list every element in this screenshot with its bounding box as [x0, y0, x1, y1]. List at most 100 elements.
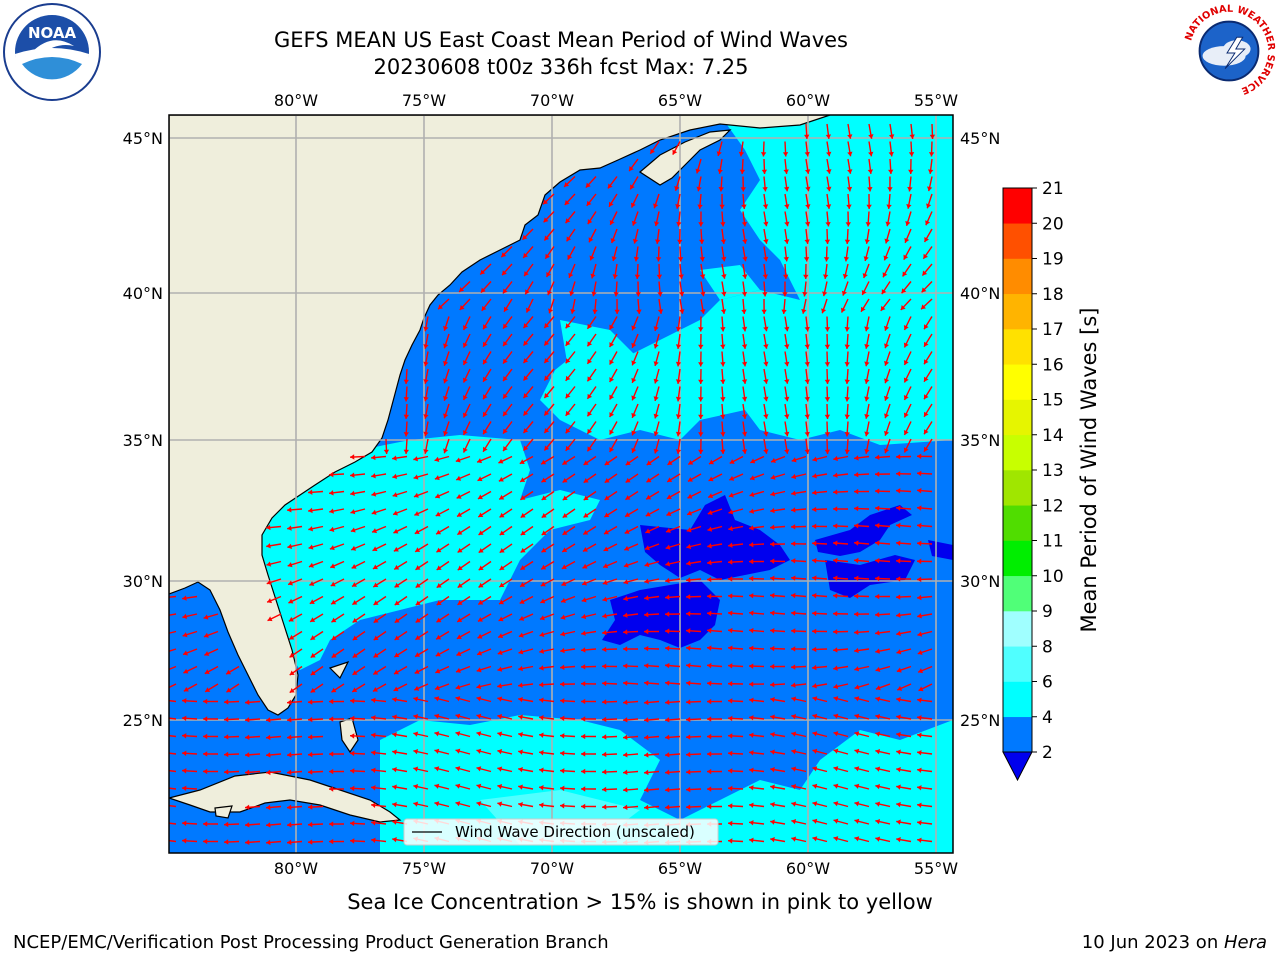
direction-arrowhead	[864, 239, 870, 244]
direction-arrowhead	[503, 358, 508, 364]
direction-arrowhead	[686, 680, 691, 686]
direction-arrowhead	[331, 635, 337, 640]
legend-label: Wind Wave Direction (unscaled)	[455, 823, 695, 841]
direction-arrowhead	[678, 291, 685, 297]
direction-arrowhead	[749, 697, 754, 703]
direction-arrowhead	[565, 393, 571, 399]
direction-arrowhead	[784, 221, 790, 227]
direction-arrowhead	[560, 803, 565, 809]
direction-arrowhead	[812, 473, 817, 479]
direction-arrowhead	[770, 767, 775, 773]
direction-arrowhead	[791, 610, 796, 616]
direction-arrowhead	[462, 342, 468, 348]
direction-arrowhead	[686, 804, 691, 810]
direction-arrowhead	[182, 595, 187, 601]
direction-arrowhead	[888, 169, 894, 174]
direction-arrowhead	[633, 256, 640, 262]
lon-tick-label: 70°W	[530, 91, 574, 110]
direction-arrowhead	[373, 652, 379, 658]
direction-arrowhead	[457, 600, 463, 605]
direction-arrowhead	[875, 522, 880, 529]
direction-arrowhead	[503, 323, 508, 329]
lat-tick-label: 25°N	[960, 711, 1000, 730]
direction-arrowhead	[917, 613, 922, 619]
direction-arrowhead	[903, 430, 909, 436]
direction-arrowhead	[245, 822, 250, 828]
direction-arrowhead	[665, 717, 670, 723]
direction-arrowhead	[908, 169, 914, 174]
direction-arrowhead	[654, 239, 661, 244]
direction-arrowhead	[924, 324, 929, 330]
lat-tick-label: 40°N	[123, 284, 163, 303]
direction-arrowhead	[644, 545, 650, 551]
direction-arrowhead	[499, 599, 504, 605]
direction-arrowhead	[329, 490, 334, 496]
direction-arrowhead	[741, 221, 748, 227]
direction-arrowhead	[844, 432, 850, 437]
footer-date: 10 Jun 2023 on Hera	[1082, 932, 1267, 953]
direction-arrowhead	[602, 699, 607, 705]
direction-arrowhead	[812, 713, 818, 719]
direction-arrowhead	[864, 379, 870, 384]
direction-arrowhead	[924, 429, 929, 435]
direction-arrowhead	[308, 751, 313, 758]
direction-arrowhead	[699, 256, 705, 262]
lat-tick-label: 30°N	[123, 572, 163, 591]
direction-arrowhead	[917, 505, 922, 511]
direction-arrowhead	[791, 457, 797, 463]
direction-arrowhead	[565, 218, 571, 224]
direction-arrowhead	[609, 429, 615, 435]
direction-arrowhead	[843, 256, 850, 262]
direction-arrowhead	[770, 802, 775, 808]
direction-arrowhead	[436, 600, 442, 606]
direction-arrowhead	[308, 716, 313, 723]
direction-arrowhead	[824, 327, 831, 332]
direction-arrowhead	[804, 326, 810, 332]
direction-arrowhead	[864, 361, 870, 367]
direction-arrowhead	[821, 308, 827, 314]
direction-arrowhead	[917, 522, 922, 529]
direction-arrowhead	[804, 344, 810, 349]
direction-arrowhead	[707, 733, 712, 740]
direction-arrowhead	[497, 784, 503, 790]
direction-arrowhead	[833, 506, 838, 512]
direction-arrowhead	[631, 430, 637, 436]
direction-arrowhead	[329, 821, 334, 827]
direction-arrowhead	[653, 413, 659, 419]
direction-arrowhead	[352, 617, 358, 623]
direction-arrowhead	[518, 665, 523, 672]
direction-arrowhead	[483, 376, 488, 382]
direction-arrowhead	[519, 599, 525, 604]
direction-arrowhead	[728, 525, 733, 532]
direction-arrowhead	[812, 818, 818, 824]
direction-arrowhead	[583, 512, 589, 518]
direction-arrowhead	[585, 182, 591, 188]
direction-arrowhead	[497, 749, 503, 755]
direction-arrowhead	[922, 270, 928, 276]
direction-arrowhead	[483, 341, 488, 347]
direction-arrowhead	[623, 717, 628, 723]
direction-arrowhead	[457, 547, 463, 553]
direction-arrowhead	[520, 547, 526, 553]
direction-arrowhead	[687, 510, 693, 516]
lat-tick-label: 35°N	[123, 431, 163, 450]
direction-arrowhead	[728, 542, 733, 548]
direction-arrowhead	[812, 506, 817, 513]
direction-arrowhead	[182, 632, 188, 638]
direction-arrowhead	[812, 748, 818, 754]
direction-arrowhead	[676, 221, 682, 227]
direction-arrowhead	[812, 628, 817, 635]
direction-arrowhead	[518, 632, 524, 638]
direction-arrowhead	[392, 455, 397, 461]
direction-arrowhead	[518, 682, 523, 688]
direction-arrowhead	[497, 714, 503, 720]
direction-arrowhead	[644, 769, 649, 776]
direction-arrowhead	[770, 749, 775, 755]
colorbar-tick-label: 8	[1042, 637, 1053, 657]
direction-arrowhead	[884, 448, 890, 454]
direction-arrowhead	[564, 200, 570, 205]
direction-arrowhead	[478, 599, 484, 605]
direction-arrowhead	[791, 836, 797, 842]
direction-arrowhead	[665, 734, 670, 741]
direction-arrowhead	[762, 186, 768, 192]
